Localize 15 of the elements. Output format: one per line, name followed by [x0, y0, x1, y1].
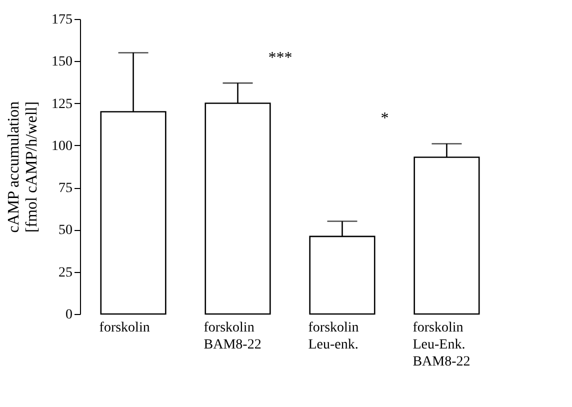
y-tick-label: 75 — [58, 181, 72, 196]
annotation: *** — [268, 49, 292, 66]
y-tick-label: 50 — [58, 223, 72, 238]
y-tick-label: 25 — [58, 265, 72, 280]
y-tick-label: 175 — [52, 12, 72, 28]
x-tick-label: forskolin Leu-Enk. BAM8-22 — [412, 320, 470, 370]
y-tick-label: 125 — [52, 96, 72, 112]
x-tick-label: forskolin Leu-enk. — [308, 320, 359, 352]
annotation: * — [380, 110, 389, 128]
x-tick-label: forskolin — [99, 320, 150, 336]
y-tick-label: 0 — [66, 308, 72, 322]
y-tick-label: 150 — [52, 54, 72, 70]
x-tick-label: forskolin BAM8-22 — [204, 320, 262, 352]
y-tick-label: 100 — [52, 138, 72, 154]
y-axis-title: cAMP accumulation [fmol cAMP/h/well] — [6, 101, 40, 233]
